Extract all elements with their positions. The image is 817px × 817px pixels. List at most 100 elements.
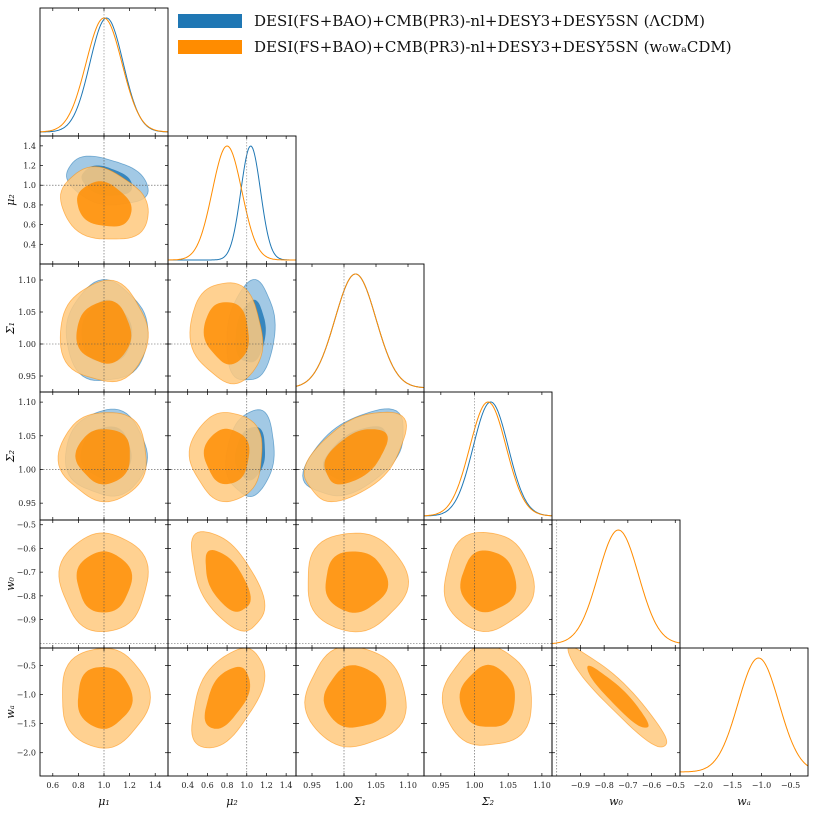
- y-tick-label-mu2: 0.4: [23, 240, 36, 249]
- contour68-w0waCDM-Sigma2-mu2: [203, 428, 250, 485]
- panel-w0-vs-Sigma2: [424, 520, 552, 648]
- x-tick-label-w0: −0.9: [571, 781, 590, 790]
- y-tick-label-w0: −0.9: [17, 616, 36, 625]
- legend-label-1: DESI(FS+BAO)+CMB(PR3)-nl+DESY3+DESY5SN (…: [254, 38, 732, 56]
- x-tick-label-mu2: 0.4: [181, 781, 194, 790]
- panel-frame: [679, 647, 809, 777]
- y-tick-label-Sigma1: 1.05: [18, 308, 36, 317]
- panel-Sigma2-vs-mu2: [168, 392, 296, 520]
- x-tick-label-Sigma1: 1.10: [399, 781, 417, 790]
- y-tick-label-mu2: 0.8: [23, 201, 36, 210]
- panel-mu1-vs-mu1: [40, 8, 168, 136]
- contour68-w0waCDM-Sigma1-mu1: [76, 300, 132, 364]
- contour68-w0waCDM-w0-Sigma1: [325, 551, 389, 613]
- legend-swatch-1: [178, 40, 242, 54]
- panel-wa-vs-mu1: [62, 648, 151, 776]
- contour68-w0waCDM-w0-mu2: [205, 550, 251, 612]
- panel-frame: [295, 263, 425, 393]
- y-tick-label-Sigma2: 1.10: [18, 398, 36, 407]
- contour68-w0waCDM-w0-mu1: [76, 551, 133, 613]
- marginal-w0waCDM-wa: [680, 657, 808, 773]
- marginal-w0waCDM-w0: [552, 529, 680, 644]
- y-tick-label-mu2: 1.4: [23, 142, 36, 151]
- panel-Sigma1-vs-mu1: [40, 264, 168, 392]
- contour68-w0waCDM-wa-Sigma2: [459, 664, 515, 727]
- panel-frame: [167, 135, 297, 265]
- marginal-w0waCDM-Sigma2: [424, 401, 552, 517]
- y-tick-label-w0: −0.6: [17, 544, 36, 553]
- y-tick-label-wa: −0.5: [17, 661, 36, 670]
- panel-frame: [423, 391, 553, 521]
- panel-mu2-vs-mu1: [40, 136, 168, 264]
- contour68-w0waCDM-Sigma2-Sigma1: [324, 429, 388, 485]
- marginal-LCDM-Sigma1: [296, 273, 424, 389]
- y-axis-label-Sigma2: Σ₂: [4, 450, 17, 463]
- x-tick-label-mu1: 1.0: [98, 781, 111, 790]
- x-tick-label-wa: −1.0: [752, 781, 771, 790]
- legend-swatch-0: [178, 14, 242, 28]
- marginal-w0waCDM-Sigma1: [296, 273, 424, 389]
- panel-w0-vs-mu1: [40, 520, 168, 648]
- y-axis-label-Sigma1: Σ₁: [4, 322, 17, 335]
- panel-wa-vs-wa: [680, 657, 808, 773]
- x-tick-label-mu2: 1.2: [260, 781, 273, 790]
- panel-w0-vs-Sigma1: [296, 520, 424, 648]
- x-axis-label-mu2: μ₂: [226, 795, 238, 808]
- y-tick-label-wa: −1.0: [17, 691, 36, 700]
- y-tick-label-Sigma2: 0.95: [18, 499, 36, 508]
- contour68-w0waCDM-wa-Sigma1: [323, 665, 387, 728]
- x-tick-label-mu2: 0.8: [221, 781, 234, 790]
- y-tick-label-w0: −0.7: [17, 568, 36, 577]
- x-tick-label-mu2: 1.0: [240, 781, 253, 790]
- x-tick-label-w0: −0.6: [642, 781, 661, 790]
- contour68-w0waCDM-wa-mu2: [204, 666, 251, 729]
- x-tick-label-w0: −0.8: [594, 781, 613, 790]
- contour68-w0waCDM-mu2-mu1: [77, 181, 132, 227]
- y-tick-label-Sigma2: 1.05: [18, 432, 36, 441]
- y-axis-label-wa: wₐ: [4, 705, 17, 719]
- legend-label-0: DESI(FS+BAO)+CMB(PR3)-nl+DESY3+DESY5SN (…: [254, 12, 705, 30]
- x-tick-label-mu1: 0.8: [72, 781, 85, 790]
- contour68-w0waCDM-wa-w0: [587, 665, 649, 728]
- y-tick-label-wa: −1.5: [17, 720, 36, 729]
- panel-Sigma2-vs-Sigma2: [424, 392, 552, 520]
- x-axis-label-Sigma2: Σ₂: [481, 795, 494, 808]
- panel-wa-vs-Sigma1: [304, 648, 407, 776]
- panel-wa-vs-Sigma2: [441, 648, 532, 776]
- y-tick-label-mu2: 1.0: [23, 181, 36, 190]
- x-tick-label-w0: −0.5: [666, 781, 685, 790]
- panel-mu2-vs-mu2: [168, 136, 296, 264]
- x-axis-label-w0: w₀: [609, 795, 623, 808]
- x-tick-label-mu2: 1.4: [280, 781, 293, 790]
- x-tick-label-w0: −0.7: [618, 781, 637, 790]
- x-tick-label-Sigma2: 1.00: [466, 781, 484, 790]
- x-axis-label-wa: wₐ: [737, 795, 751, 808]
- marginal-w0waCDM-mu2: [168, 145, 296, 261]
- panel-w0-vs-mu2: [168, 520, 296, 648]
- panel-w0-vs-w0: [552, 520, 680, 648]
- x-tick-label-Sigma1: 0.95: [303, 781, 321, 790]
- y-tick-label-Sigma1: 1.10: [18, 276, 36, 285]
- contour68-w0waCDM-Sigma2-mu1: [75, 429, 130, 485]
- y-axis-label-mu2: μ₂: [4, 194, 17, 206]
- x-tick-label-Sigma2: 1.05: [499, 781, 517, 790]
- panel-Sigma1-vs-mu2: [168, 264, 296, 392]
- panel-Sigma1-vs-Sigma1: [296, 264, 424, 392]
- y-tick-label-Sigma1: 0.95: [18, 372, 36, 381]
- y-tick-label-Sigma1: 1.00: [18, 340, 36, 349]
- marginal-LCDM-mu2: [168, 145, 296, 261]
- x-tick-label-mu1: 1.2: [123, 781, 136, 790]
- y-tick-label-mu2: 1.2: [23, 162, 36, 171]
- contour68-w0waCDM-wa-mu1: [77, 667, 133, 729]
- contour68-w0waCDM-Sigma1-mu2: [203, 302, 249, 365]
- panel-wa-vs-w0: [556, 648, 668, 776]
- panel-frame: [551, 519, 681, 649]
- x-axis-label-mu1: μ₁: [98, 795, 110, 808]
- x-tick-label-wa: −2.0: [694, 781, 713, 790]
- y-axis-label-w0: w₀: [4, 576, 17, 590]
- y-tick-label-w0: −0.5: [17, 521, 36, 530]
- x-tick-label-Sigma1: 1.05: [367, 781, 385, 790]
- x-tick-label-mu1: 1.4: [149, 781, 162, 790]
- x-tick-label-mu1: 0.6: [46, 781, 59, 790]
